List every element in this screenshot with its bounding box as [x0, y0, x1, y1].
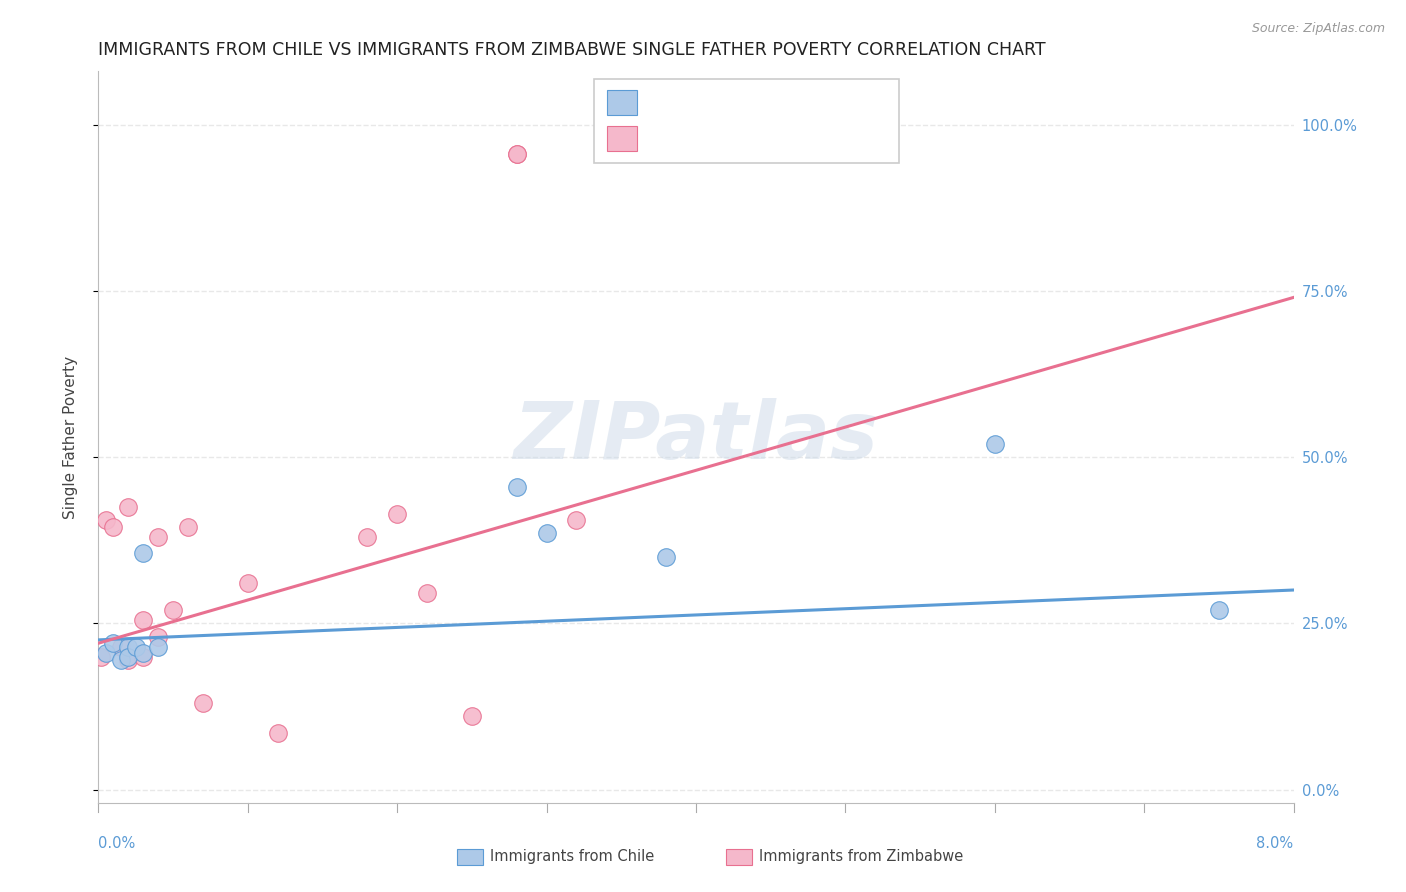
Point	[536, 526, 558, 541]
Point	[132, 646, 155, 660]
Point	[132, 546, 155, 560]
Text: IMMIGRANTS FROM CHILE VS IMMIGRANTS FROM ZIMBABWE SINGLE FATHER POVERTY CORRELAT: IMMIGRANTS FROM CHILE VS IMMIGRANTS FROM…	[98, 41, 1046, 59]
Point	[506, 147, 529, 161]
Point	[655, 549, 678, 564]
Text: Source: ZipAtlas.com: Source: ZipAtlas.com	[1251, 22, 1385, 36]
Point	[117, 653, 139, 667]
Point	[132, 649, 155, 664]
Point	[94, 513, 117, 527]
Text: 0.0%: 0.0%	[98, 836, 135, 851]
Point	[356, 530, 378, 544]
Text: ZIPatlas: ZIPatlas	[513, 398, 879, 476]
Point	[416, 586, 439, 600]
Point	[1208, 603, 1230, 617]
Point	[94, 646, 117, 660]
Text: Immigrants from Chile: Immigrants from Chile	[491, 849, 655, 864]
Point	[461, 709, 484, 723]
Text: Immigrants from Zimbabwe: Immigrants from Zimbabwe	[759, 849, 963, 864]
Point	[117, 500, 139, 514]
Point	[267, 726, 290, 740]
Point	[148, 640, 170, 654]
Point	[385, 507, 409, 521]
FancyBboxPatch shape	[725, 849, 752, 865]
Point	[103, 520, 125, 534]
Point	[110, 640, 132, 654]
Point	[162, 603, 184, 617]
Point	[148, 630, 170, 644]
Point	[984, 436, 1007, 450]
Point	[103, 636, 125, 650]
Point	[117, 640, 139, 654]
Text: 8.0%: 8.0%	[1257, 836, 1294, 851]
Y-axis label: Single Father Poverty: Single Father Poverty	[63, 356, 77, 518]
Point	[148, 530, 170, 544]
Point	[506, 147, 529, 161]
Point	[506, 480, 529, 494]
Point	[132, 613, 155, 627]
Point	[110, 653, 132, 667]
Point	[191, 696, 214, 710]
Point	[236, 576, 259, 591]
Point	[177, 520, 200, 534]
Point	[125, 640, 148, 654]
Point	[90, 649, 112, 664]
Point	[565, 513, 588, 527]
Point	[117, 649, 139, 664]
FancyBboxPatch shape	[457, 849, 484, 865]
